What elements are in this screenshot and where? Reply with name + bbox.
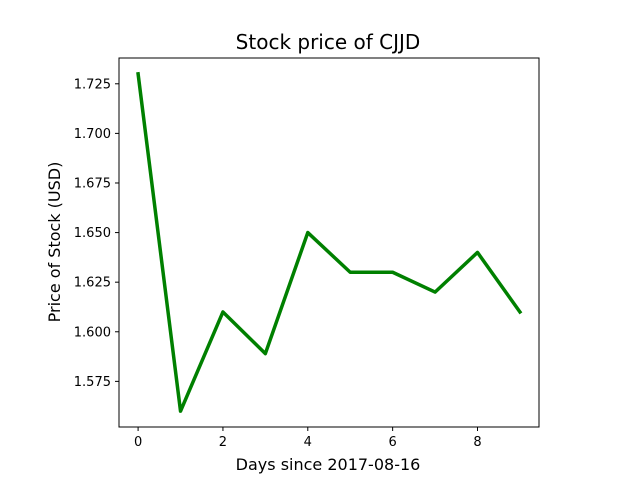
x-tick-label: 2 bbox=[219, 435, 227, 450]
plot-frame bbox=[118, 57, 540, 428]
y-tick-label: 1.625 bbox=[74, 276, 111, 291]
chart-title: Stock price of CJJD bbox=[236, 30, 421, 54]
y-tick-label: 1.675 bbox=[74, 176, 111, 191]
y-tick-label: 1.650 bbox=[74, 226, 111, 241]
x-tick-label: 0 bbox=[134, 435, 142, 450]
x-axis: 0 2 4 6 8 bbox=[134, 427, 482, 450]
x-axis-label: Days since 2017-08-16 bbox=[236, 455, 421, 474]
y-tick-label: 1.725 bbox=[74, 77, 111, 92]
y-axis-label: Price of Stock (USD) bbox=[45, 162, 64, 323]
y-tick-label: 1.575 bbox=[74, 375, 111, 390]
x-tick-label: 8 bbox=[473, 435, 481, 450]
plot-area bbox=[136, 71, 523, 413]
y-axis: 1.575 1.600 1.625 1.650 1.675 1.700 1.725 bbox=[74, 77, 119, 390]
x-tick-label: 6 bbox=[388, 435, 396, 450]
x-tick-label: 4 bbox=[304, 435, 312, 450]
y-tick-label: 1.700 bbox=[74, 127, 111, 142]
series-line bbox=[136, 71, 523, 413]
y-tick-label: 1.600 bbox=[74, 325, 111, 340]
